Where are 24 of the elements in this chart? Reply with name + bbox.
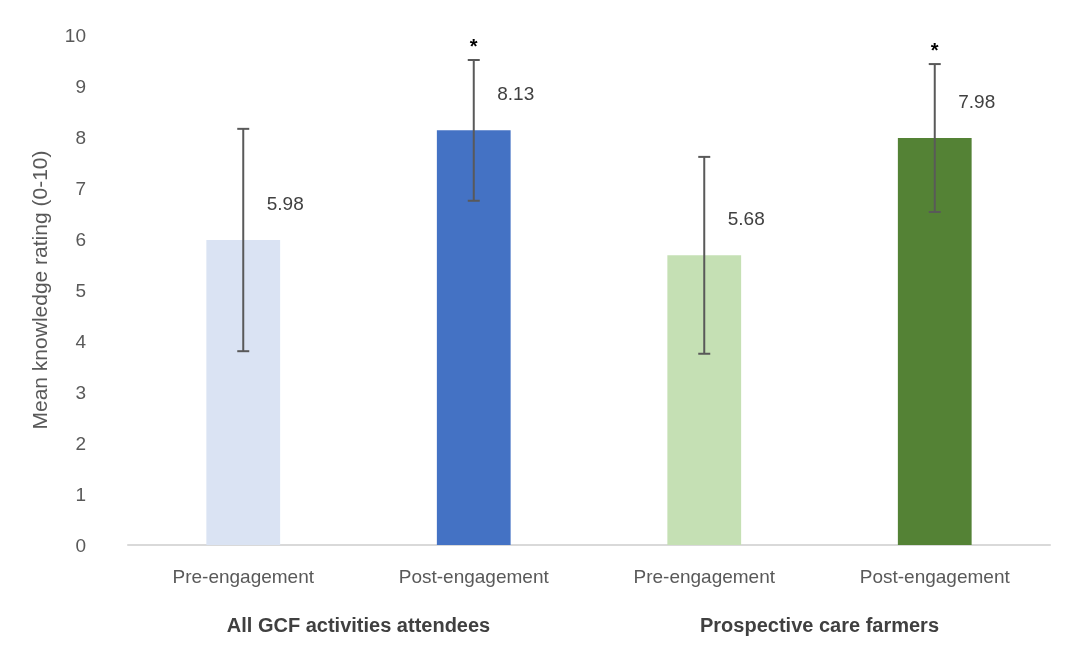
x-tick-label: Post-engagement [859, 566, 1011, 587]
y-tick-label: 2 [75, 432, 86, 454]
annotation: * [930, 39, 939, 62]
y-axis-title: Mean knowledge rating (0-10) [28, 150, 51, 430]
y-tick-label: 10 [64, 24, 86, 46]
y-tick-label: 6 [75, 228, 86, 250]
y-tick-label: 1 [75, 483, 86, 505]
y-tick-label: 5 [75, 279, 86, 301]
x-tick-label: Pre-engagement [172, 566, 315, 587]
data-label: 5.98 [266, 193, 304, 215]
data-label: 5.68 [727, 208, 765, 230]
x-tick-label: Post-engagement [398, 566, 550, 587]
y-tick-label: 0 [75, 534, 86, 556]
x-tick-label: Pre-engagement [633, 566, 776, 587]
y-tick-label: 9 [75, 75, 86, 97]
y-tick-label: 8 [75, 126, 86, 148]
y-tick-label: 4 [75, 330, 87, 352]
y-tick-label: 3 [75, 381, 86, 403]
data-label: 8.13 [497, 83, 535, 105]
annotation: * [469, 34, 478, 57]
data-label: 7.98 [958, 91, 996, 113]
text: All GCF activities attendees [226, 614, 491, 636]
text: Prospective care farmers [699, 614, 940, 636]
y-tick-label: 7 [75, 177, 86, 199]
